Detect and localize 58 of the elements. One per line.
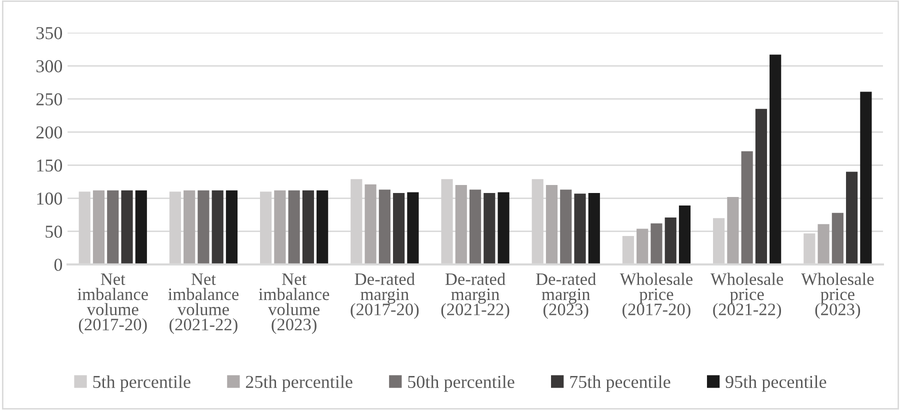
legend-label: 75th pecentile bbox=[570, 375, 670, 392]
bar bbox=[678, 206, 691, 264]
bar bbox=[664, 217, 676, 264]
y-tick-label: 300 bbox=[36, 60, 62, 72]
bar bbox=[302, 190, 314, 264]
legend-label: 50th percentile bbox=[408, 375, 514, 392]
legend-label: 25th percentile bbox=[246, 375, 352, 392]
legend-label: 95th pecentile bbox=[726, 375, 826, 392]
bar bbox=[560, 190, 572, 264]
bar bbox=[92, 190, 105, 264]
bar bbox=[755, 108, 768, 264]
bar bbox=[364, 184, 376, 264]
bar bbox=[288, 190, 300, 264]
bar bbox=[378, 190, 390, 264]
bar bbox=[770, 54, 782, 264]
x-tick-label: Wholesale price (2017-20) bbox=[620, 272, 693, 319]
bar bbox=[741, 151, 753, 264]
x-tick-label: De-rated margin (2023) bbox=[536, 272, 596, 319]
bar bbox=[846, 172, 858, 264]
bar bbox=[650, 223, 662, 264]
bar bbox=[121, 190, 133, 264]
bar bbox=[107, 190, 119, 264]
x-tick-label: Wholesale price (2023) bbox=[801, 272, 874, 319]
bar bbox=[818, 224, 830, 264]
y-tick-label: 50 bbox=[46, 226, 62, 238]
y-tick-label: 100 bbox=[37, 192, 62, 205]
bar bbox=[212, 190, 224, 264]
bar bbox=[588, 192, 600, 264]
y-tick-label: 250 bbox=[36, 93, 62, 106]
bar bbox=[135, 190, 147, 264]
bar bbox=[184, 190, 196, 264]
legend-label: 5th percentile bbox=[93, 375, 190, 392]
bar bbox=[316, 190, 328, 264]
y-tick-label: 0 bbox=[54, 258, 62, 271]
y-tick-label: 350 bbox=[36, 27, 62, 40]
bar bbox=[407, 192, 419, 264]
bar bbox=[636, 228, 648, 264]
bar bbox=[455, 185, 467, 264]
x-tick-label: Wholesale price (2021-22) bbox=[710, 272, 784, 319]
bar bbox=[498, 192, 510, 264]
bar bbox=[860, 92, 872, 264]
x-tick-label: De-rated margin (2021-22) bbox=[441, 272, 510, 319]
bar bbox=[484, 192, 496, 264]
x-tick-label: Net imbalance volume (2017-20) bbox=[78, 273, 148, 334]
x-tick-label: Net imbalance volume (2023) bbox=[258, 273, 330, 334]
bar bbox=[832, 212, 844, 264]
bar bbox=[546, 185, 558, 264]
bar bbox=[393, 192, 405, 264]
bar bbox=[274, 190, 286, 264]
bar bbox=[226, 190, 238, 264]
x-tick-label: Net imbalance volume (2021-22) bbox=[168, 273, 239, 334]
x-tick-label: De-rated margin (2017-20) bbox=[350, 272, 419, 319]
y-tick-label: 150 bbox=[37, 159, 62, 172]
bar bbox=[198, 190, 210, 264]
bar bbox=[727, 196, 739, 264]
y-tick-label: 200 bbox=[36, 126, 62, 139]
bar bbox=[574, 194, 586, 264]
bar bbox=[469, 190, 482, 264]
